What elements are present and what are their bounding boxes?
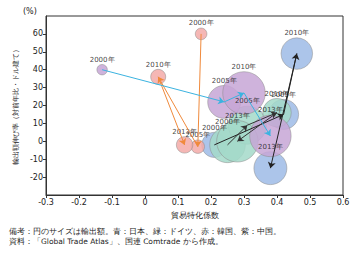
svg-text:-20: -20 — [30, 173, 43, 182]
svg-text:-10: -10 — [30, 155, 43, 164]
svg-text:30: 30 — [33, 83, 43, 92]
svg-text:貿易特化係数: 貿易特化係数 — [171, 211, 219, 220]
svg-text:40: 40 — [33, 65, 43, 74]
svg-text:20: 20 — [33, 101, 43, 110]
svg-text:0.5: 0.5 — [304, 198, 317, 207]
svg-text:0.1: 0.1 — [172, 198, 185, 207]
svg-text:0.3: 0.3 — [238, 198, 251, 207]
svg-text:2000年: 2000年 — [189, 19, 214, 27]
svg-text:10: 10 — [33, 119, 43, 128]
svg-text:0.4: 0.4 — [271, 198, 284, 207]
svg-text:2000年: 2000年 — [215, 118, 240, 127]
svg-text:2013年: 2013年 — [172, 128, 197, 136]
svg-text:(%): (%) — [23, 7, 37, 16]
svg-text:-0.3: -0.3 — [38, 198, 54, 207]
svg-text:2005年: 2005年 — [234, 97, 260, 106]
svg-text:-0.1: -0.1 — [104, 198, 120, 207]
svg-text:備考：円のサイズは輸出額。青：日本、緑：ドイツ、赤：韓国、紫: 備考：円のサイズは輸出額。青：日本、緑：ドイツ、赤：韓国、紫：中国。 — [9, 227, 281, 236]
svg-text:50: 50 — [33, 47, 43, 56]
svg-text:2013年: 2013年 — [258, 106, 283, 114]
svg-text:2005年: 2005年 — [212, 77, 237, 85]
svg-text:2010年: 2010年 — [232, 63, 257, 71]
svg-text:2013年: 2013年 — [258, 143, 283, 151]
svg-text:-0.2: -0.2 — [71, 198, 87, 207]
svg-text:0: 0 — [142, 198, 147, 207]
svg-text:2010年: 2010年 — [146, 61, 171, 69]
svg-text:2000年: 2000年 — [90, 56, 115, 64]
svg-text:輸出額伸び率（対前年比・ドル建て）: 輸出額伸び率（対前年比・ドル建て） — [12, 46, 20, 165]
svg-text:0: 0 — [38, 137, 43, 146]
svg-text:2000年: 2000年 — [201, 123, 227, 132]
svg-text:60: 60 — [33, 29, 43, 38]
svg-text:2013年: 2013年 — [225, 112, 250, 120]
svg-text:資料：「Global Trade Atlas」、国連 Com: 資料：「Global Trade Atlas」、国連 Comtrade から作成… — [9, 237, 223, 246]
svg-text:0.2: 0.2 — [205, 198, 218, 207]
svg-text:2010年: 2010年 — [284, 29, 309, 37]
svg-text:2010年: 2010年 — [265, 90, 290, 98]
svg-text:0.6: 0.6 — [337, 198, 350, 207]
